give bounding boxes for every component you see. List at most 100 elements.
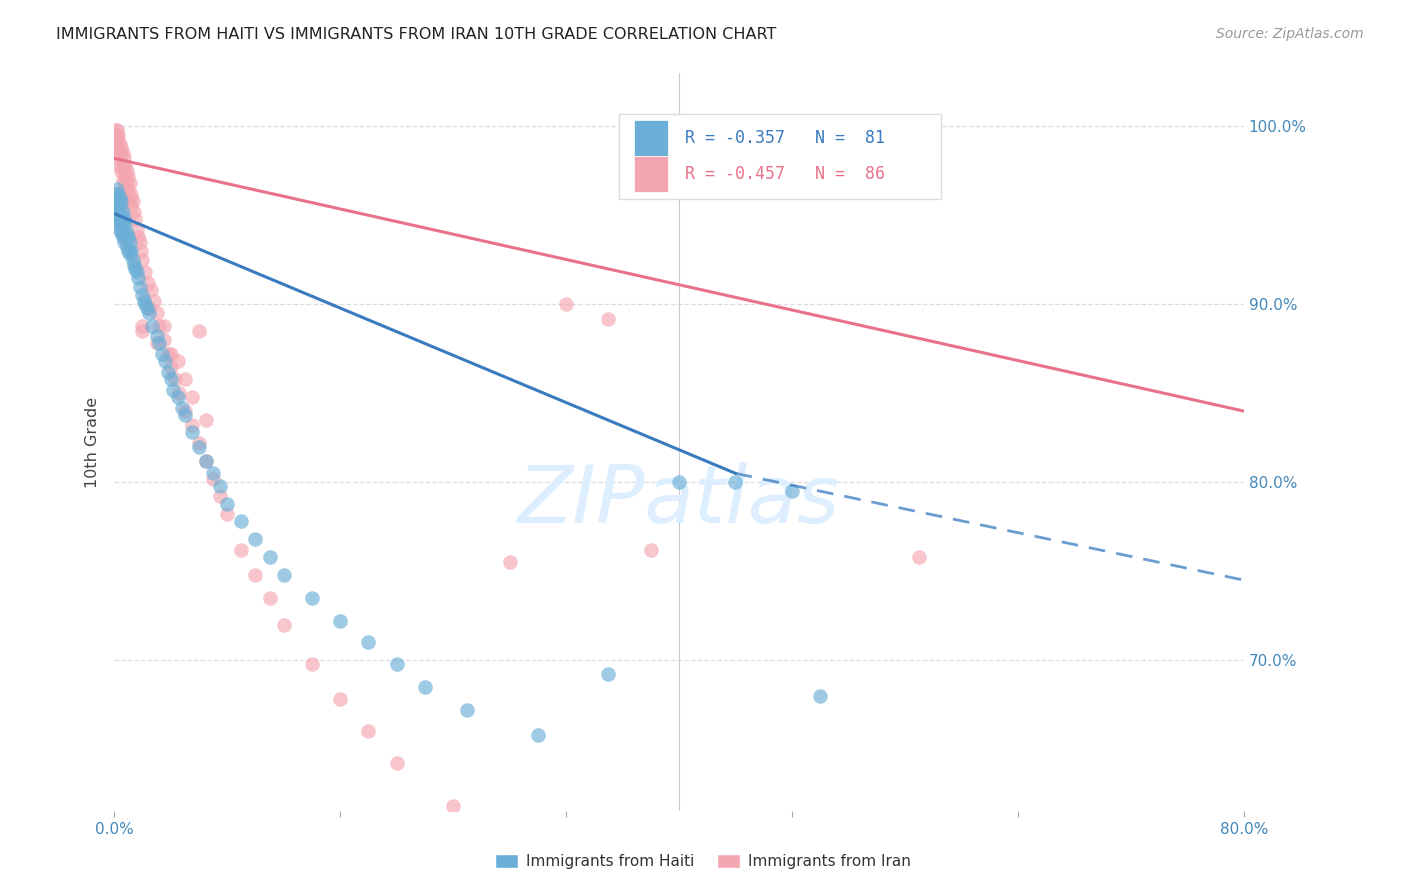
- Point: [117, 194, 139, 208]
- Point: [555, 297, 578, 311]
- Point: [456, 703, 478, 717]
- Point: [141, 318, 163, 333]
- Point: [108, 199, 131, 213]
- Point: [145, 306, 167, 320]
- Point: [120, 186, 142, 201]
- Point: [118, 190, 141, 204]
- Point: [107, 134, 129, 148]
- Point: [131, 324, 153, 338]
- Point: [245, 567, 267, 582]
- Point: [413, 680, 436, 694]
- Point: [173, 404, 195, 418]
- Point: [498, 555, 520, 569]
- Point: [105, 128, 128, 143]
- Point: [107, 199, 129, 213]
- Point: [107, 217, 129, 231]
- Point: [131, 252, 153, 267]
- Point: [124, 261, 146, 276]
- Point: [104, 199, 127, 213]
- Point: [217, 508, 239, 522]
- Point: [111, 146, 134, 161]
- Point: [114, 217, 136, 231]
- Point: [142, 293, 165, 308]
- Point: [167, 386, 190, 401]
- Point: [163, 372, 186, 386]
- Point: [115, 226, 138, 240]
- Point: [598, 667, 620, 681]
- Point: [156, 365, 179, 379]
- Point: [170, 401, 193, 415]
- Point: [598, 311, 620, 326]
- Point: [668, 475, 690, 490]
- Text: IMMIGRANTS FROM HAITI VS IMMIGRANTS FROM IRAN 10TH GRADE CORRELATION CHART: IMMIGRANTS FROM HAITI VS IMMIGRANTS FROM…: [56, 27, 776, 42]
- Point: [122, 258, 145, 272]
- Point: [105, 211, 128, 226]
- Point: [120, 244, 142, 258]
- Point: [138, 306, 160, 320]
- Point: [107, 186, 129, 201]
- Point: [357, 635, 380, 649]
- Point: [273, 617, 295, 632]
- Point: [301, 591, 323, 605]
- Point: [780, 484, 803, 499]
- Point: [104, 123, 127, 137]
- Point: [139, 283, 162, 297]
- Point: [187, 324, 209, 338]
- Point: [107, 141, 129, 155]
- Point: [108, 222, 131, 236]
- Text: R = -0.457   N =  86: R = -0.457 N = 86: [685, 165, 884, 183]
- Point: [112, 211, 135, 226]
- Point: [162, 383, 184, 397]
- FancyBboxPatch shape: [619, 113, 941, 199]
- Point: [112, 164, 135, 178]
- Point: [441, 799, 464, 814]
- Point: [159, 359, 181, 374]
- Point: [908, 549, 931, 564]
- Point: [114, 229, 136, 244]
- Point: [134, 297, 156, 311]
- Point: [105, 204, 128, 219]
- Point: [724, 475, 747, 490]
- Point: [105, 181, 128, 195]
- Point: [128, 235, 150, 249]
- Point: [121, 194, 143, 208]
- Point: [104, 128, 127, 143]
- Point: [115, 176, 138, 190]
- Point: [111, 173, 134, 187]
- Point: [808, 689, 831, 703]
- Point: [117, 181, 139, 195]
- Point: [114, 181, 136, 195]
- Point: [110, 208, 132, 222]
- Point: [121, 252, 143, 267]
- Text: R = -0.357   N =  81: R = -0.357 N = 81: [685, 129, 884, 147]
- Point: [110, 141, 132, 155]
- Point: [107, 194, 129, 208]
- Point: [217, 497, 239, 511]
- Point: [111, 217, 134, 231]
- Point: [107, 128, 129, 143]
- Point: [259, 549, 281, 564]
- Point: [194, 413, 217, 427]
- Point: [114, 169, 136, 184]
- Point: [112, 152, 135, 166]
- Point: [124, 211, 146, 226]
- Point: [145, 329, 167, 343]
- Text: ZIPatlas: ZIPatlas: [517, 462, 839, 541]
- Point: [209, 490, 232, 504]
- Point: [105, 194, 128, 208]
- Point: [105, 190, 128, 204]
- Point: [115, 240, 138, 254]
- Bar: [634, 120, 668, 156]
- Point: [132, 293, 155, 308]
- Point: [231, 515, 253, 529]
- Point: [194, 454, 217, 468]
- Point: [110, 152, 132, 166]
- Text: Source: ZipAtlas.com: Source: ZipAtlas.com: [1216, 27, 1364, 41]
- Point: [159, 372, 181, 386]
- Point: [180, 418, 202, 433]
- Point: [202, 472, 225, 486]
- Point: [135, 301, 157, 315]
- Point: [104, 194, 127, 208]
- Point: [245, 532, 267, 546]
- Point: [104, 190, 127, 204]
